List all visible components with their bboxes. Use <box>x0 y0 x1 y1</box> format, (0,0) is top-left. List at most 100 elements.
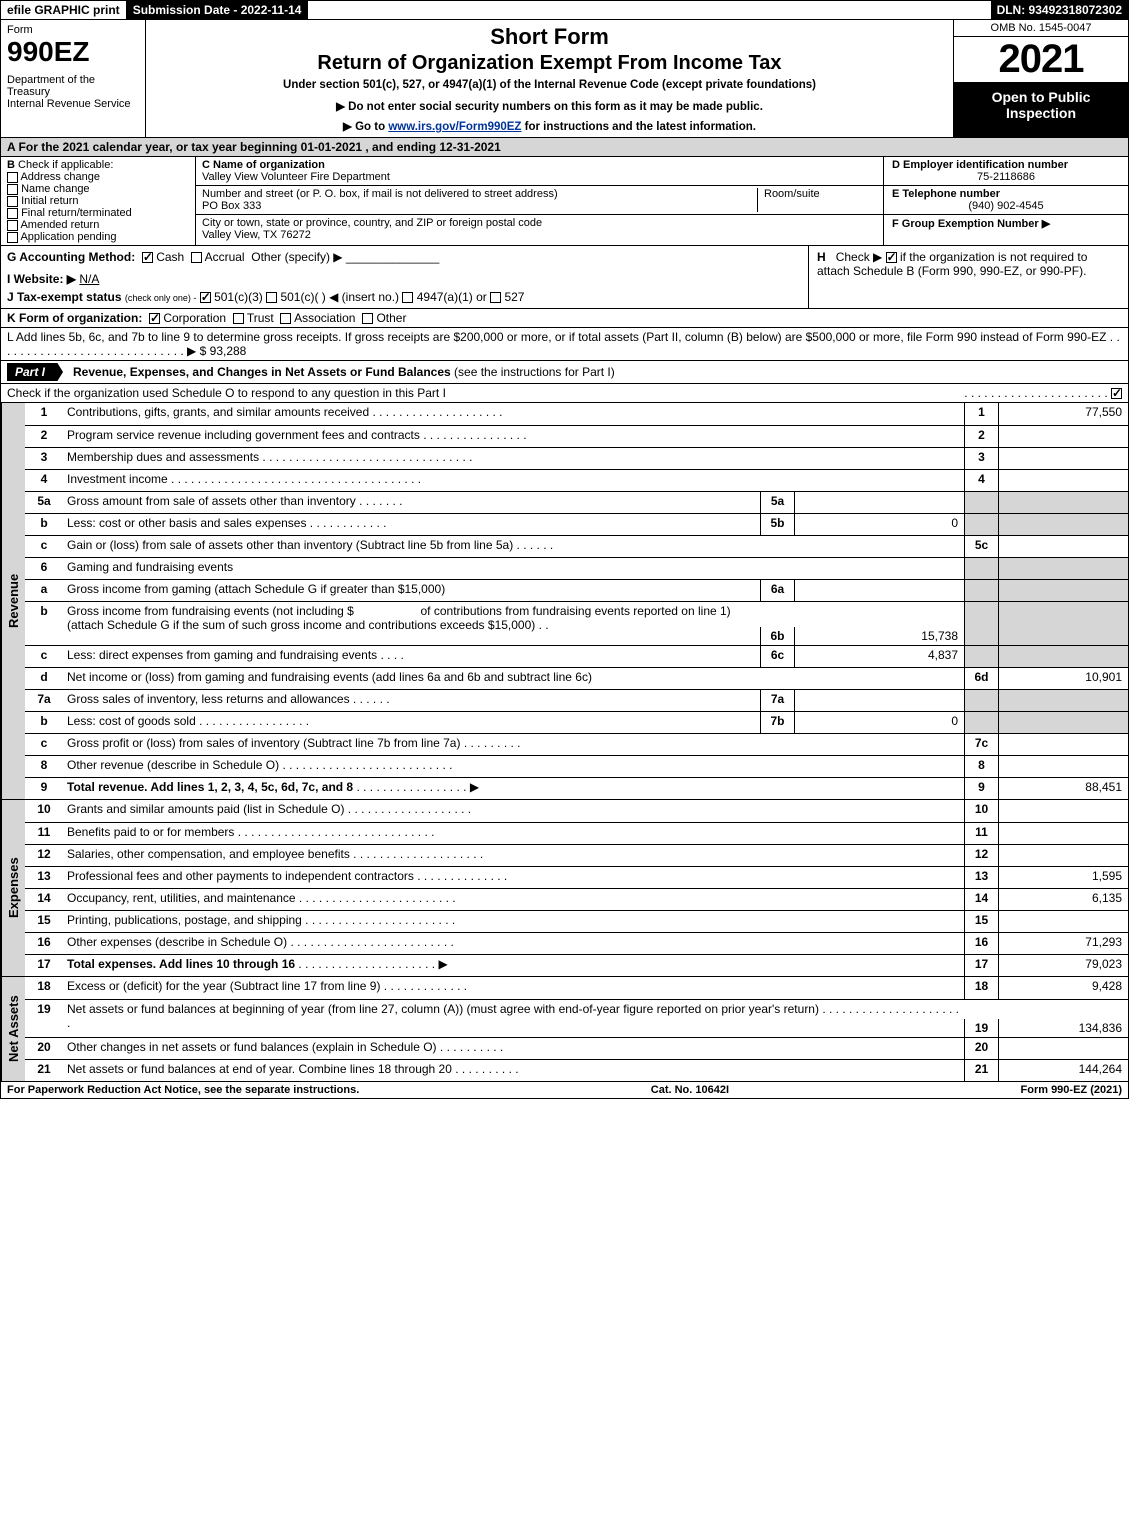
gv6a <box>998 580 1128 601</box>
footer-right-pre: Form <box>1021 1084 1052 1096</box>
n6b: b <box>25 602 63 645</box>
j-o2: 501(c)( ) ◀ (insert no.) <box>280 290 399 304</box>
v6d: 10,901 <box>998 668 1128 689</box>
chk-kother[interactable] <box>362 313 373 324</box>
chk-address[interactable] <box>7 172 18 183</box>
n11: 11 <box>25 823 63 844</box>
section-k: K Form of organization: Corporation Trus… <box>0 309 1129 328</box>
sv5b: 0 <box>794 514 964 535</box>
d21: Net assets or fund balances at end of ye… <box>67 1062 452 1076</box>
n20: 20 <box>25 1038 63 1059</box>
d14: Occupancy, rent, utilities, and maintena… <box>67 891 296 905</box>
a9: ▶ <box>470 780 479 794</box>
v14: 6,135 <box>998 889 1128 910</box>
e-label: E Telephone number <box>892 188 1000 200</box>
b5c: 5c <box>964 536 998 557</box>
g5a <box>964 492 998 513</box>
d6b1: Gross income from fundraising events (no… <box>67 604 354 618</box>
gv7b <box>998 712 1128 733</box>
chk-501c3[interactable] <box>200 292 211 303</box>
header-center: Short Form Return of Organization Exempt… <box>146 20 953 137</box>
chk-501c[interactable] <box>266 292 277 303</box>
h-text: Check ▶ <box>836 250 886 264</box>
b9: 9 <box>964 778 998 799</box>
chk-amended[interactable] <box>7 220 18 231</box>
gv6 <box>998 558 1128 579</box>
v12 <box>998 845 1128 866</box>
g6a <box>964 580 998 601</box>
chk-final[interactable] <box>7 208 18 219</box>
b19: 19 <box>964 1019 998 1037</box>
d1: Contributions, gifts, grants, and simila… <box>67 405 369 419</box>
b-hint: Check if applicable: <box>18 159 113 171</box>
chk-4947[interactable] <box>402 292 413 303</box>
b7c: 7c <box>964 734 998 755</box>
chk-scheduleo[interactable] <box>1111 388 1122 399</box>
d19: Net assets or fund balances at beginning… <box>67 1002 819 1016</box>
n6: 6 <box>25 558 63 579</box>
b18: 18 <box>964 977 998 999</box>
v11 <box>998 823 1128 844</box>
room-label: Room/suite <box>764 188 820 200</box>
footer-right-bold: 990-EZ <box>1051 1084 1087 1096</box>
j-o1: 501(c)(3) <box>214 290 263 304</box>
k-o2: Trust <box>247 311 274 325</box>
website-value: N/A <box>79 272 99 286</box>
chk-scheduleb[interactable] <box>886 252 897 263</box>
v20 <box>998 1038 1128 1059</box>
b3: 3 <box>964 448 998 469</box>
v4 <box>998 470 1128 491</box>
footer-right: Form 990-EZ (2021) <box>1021 1084 1123 1096</box>
chk-527[interactable] <box>490 292 501 303</box>
n7a: 7a <box>25 690 63 711</box>
chk-assoc[interactable] <box>280 313 291 324</box>
n1: 1 <box>25 403 63 425</box>
chk-namechange[interactable] <box>7 184 18 195</box>
d2: Program service revenue including govern… <box>67 428 420 442</box>
b14: 14 <box>964 889 998 910</box>
g5b <box>964 514 998 535</box>
chk-pending[interactable] <box>7 232 18 243</box>
sv6b: 15,738 <box>794 627 964 645</box>
b16: 16 <box>964 933 998 954</box>
city-value: Valley View, TX 76272 <box>202 229 311 241</box>
form-header: Form 990EZ Department of the Treasury In… <box>0 20 1129 138</box>
n15: 15 <box>25 911 63 932</box>
d6c: Less: direct expenses from gaming and fu… <box>67 648 377 662</box>
chk-initial[interactable] <box>7 196 18 207</box>
sb6b: 6b <box>760 627 794 645</box>
n5c: c <box>25 536 63 557</box>
d4: Investment income <box>67 472 168 486</box>
n6a: a <box>25 580 63 601</box>
form-word: Form <box>7 24 139 36</box>
d13: Professional fees and other payments to … <box>67 869 414 883</box>
opt-accrual: Accrual <box>205 250 245 264</box>
chk-accrual[interactable] <box>191 252 202 263</box>
header-left: Form 990EZ Department of the Treasury In… <box>1 20 146 137</box>
n4: 4 <box>25 470 63 491</box>
section-g: G Accounting Method: Cash Accrual Other … <box>1 246 808 308</box>
gv5a <box>998 492 1128 513</box>
n3: 3 <box>25 448 63 469</box>
v8 <box>998 756 1128 777</box>
n6c: c <box>25 646 63 667</box>
revenue-section: Revenue 1Contributions, gifts, grants, a… <box>0 403 1129 800</box>
g7b <box>964 712 998 733</box>
v16: 71,293 <box>998 933 1128 954</box>
v13: 1,595 <box>998 867 1128 888</box>
b8: 8 <box>964 756 998 777</box>
irs-link[interactable]: www.irs.gov/Form990EZ <box>388 121 521 133</box>
k-o1: Corporation <box>163 311 226 325</box>
n18: 18 <box>25 977 63 999</box>
chk-corp[interactable] <box>149 313 160 324</box>
f-label: F Group Exemption Number ▶ <box>892 218 1050 230</box>
v19: 134,836 <box>998 1019 1128 1037</box>
opt-cash: Cash <box>156 250 184 264</box>
gh-block: G Accounting Method: Cash Accrual Other … <box>0 246 1129 309</box>
chk-trust[interactable] <box>233 313 244 324</box>
warn-link: ▶ Go to www.irs.gov/Form990EZ for instru… <box>154 119 945 133</box>
sb7a: 7a <box>760 690 794 711</box>
expenses-section: Expenses 10Grants and similar amounts pa… <box>0 800 1129 977</box>
warn-post: for instructions and the latest informat… <box>521 121 756 133</box>
chk-cash[interactable] <box>142 252 153 263</box>
